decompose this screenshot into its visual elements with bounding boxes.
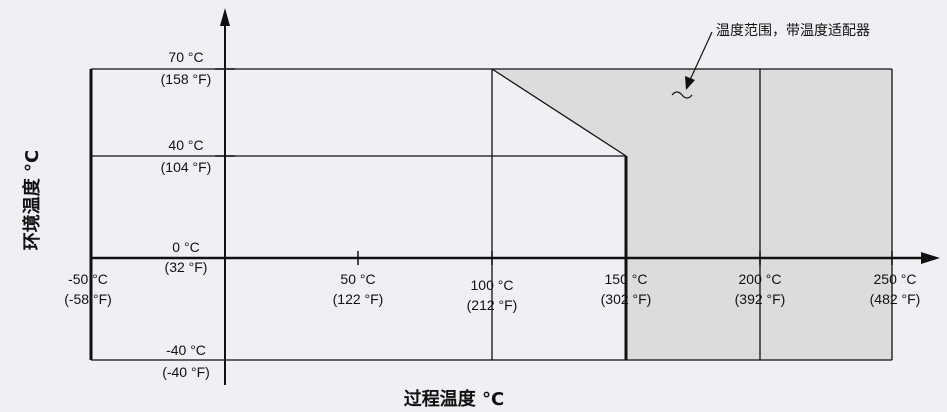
y-tick-marks <box>215 68 235 157</box>
y-tick-label-f: (104 °F) <box>161 159 212 175</box>
y-tick-label-c: 0 °C <box>172 239 199 255</box>
y-tick-label-c: -40 °C <box>166 342 206 358</box>
axes <box>91 8 940 385</box>
region-marker-tilde <box>671 91 693 99</box>
x-tick-label-c: 150 °C <box>605 271 648 287</box>
adapter-annotation: 温度范围，带温度适配器 <box>716 22 870 39</box>
x-tick-label-c: 50 °C <box>340 271 375 287</box>
leader-arrowhead <box>685 76 695 90</box>
derating-diagonal <box>491 68 627 157</box>
x-tick-label-f: (302 °F) <box>601 291 652 307</box>
y-tick-label-f: (158 °F) <box>161 71 212 87</box>
y-tick-labels: 70 °C (158 °F) 40 °C (104 °F) 0 °C (32 °… <box>161 49 212 380</box>
y-tick-label-f: (-40 °F) <box>162 364 210 380</box>
x-tick-label-c: 200 °C <box>739 271 782 287</box>
adapter-range-area <box>492 69 892 360</box>
x-tick-label-f: (-58 °F) <box>64 291 112 307</box>
x-tick-label-f: (392 °F) <box>735 291 786 307</box>
y-tick-label-c: 70 °C <box>168 49 203 65</box>
y-tick-label-f: (32 °F) <box>165 259 208 275</box>
x-tick-label-f: (212 °F) <box>467 297 518 313</box>
x-tick-label-f: (122 °F) <box>333 291 384 307</box>
x-tick-label-c: 100 °C <box>471 277 514 293</box>
y-tick-label-c: 40 °C <box>168 137 203 153</box>
y-axis-title: 环境温度 °C <box>21 150 43 250</box>
x-tick-label-c: 250 °C <box>874 271 917 287</box>
annotation-leader <box>671 31 713 99</box>
leader-line <box>689 31 713 81</box>
x-axis-arrow <box>921 252 940 264</box>
y-axis-arrow <box>220 8 230 26</box>
x-tick-labels: -50 °C (-58 °F) 50 °C (122 °F) 100 °C (2… <box>64 271 920 313</box>
x-tick-label-c: -50 °C <box>68 271 108 287</box>
x-tick-marks <box>357 251 893 265</box>
x-tick-label-f: (482 °F) <box>870 291 921 307</box>
x-axis-title: 过程温度 °C <box>404 388 504 410</box>
